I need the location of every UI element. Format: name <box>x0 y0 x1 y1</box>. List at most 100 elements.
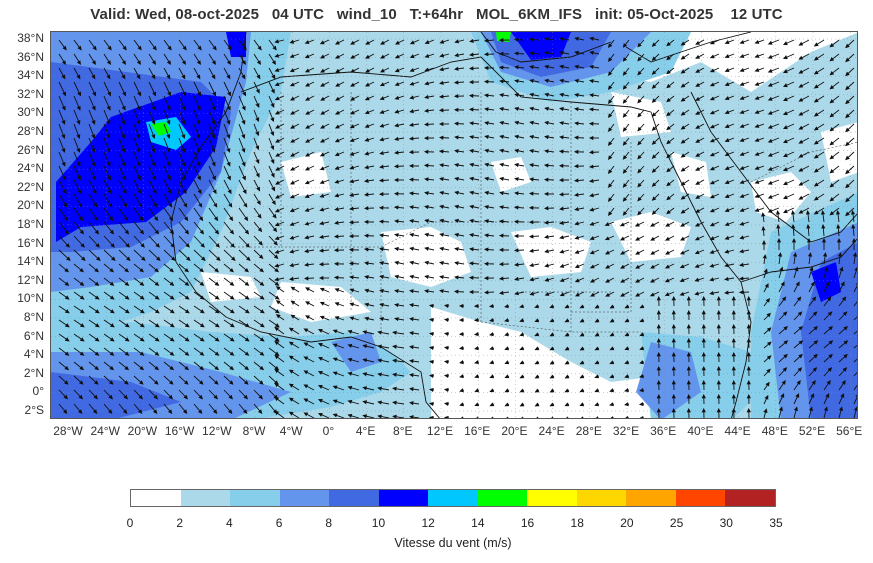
wind-vector-head <box>813 112 819 117</box>
wind-vector-head <box>243 202 248 208</box>
wind-vector-head <box>588 121 594 126</box>
wind-vector-head <box>469 38 474 44</box>
wind-vector-head <box>347 371 353 376</box>
wind-vector-head <box>379 288 384 294</box>
wind-vector-head <box>829 85 835 90</box>
wind-vector-head <box>529 78 534 83</box>
latitude-label: 10°N <box>17 291 44 306</box>
wind-vector-head <box>624 360 630 365</box>
wind-vector-head <box>666 97 671 103</box>
wind-vector-head <box>782 209 788 214</box>
wind-vector-head <box>513 248 519 253</box>
wind-vector-head <box>394 317 399 322</box>
wind-vector-head <box>483 93 489 98</box>
wind-vector-head <box>574 36 579 41</box>
wind-vector-head <box>782 97 788 102</box>
wind-vector-head <box>739 53 745 58</box>
wind-vector <box>853 316 857 321</box>
wind-vector-head <box>845 155 850 161</box>
wind-vector-head <box>214 267 219 273</box>
longitude-label: 24°W <box>90 424 120 438</box>
wind-vector-head <box>106 134 111 139</box>
wind-vector-head <box>363 192 369 197</box>
wind-vector-head <box>795 393 800 398</box>
longitude-label: 32°E <box>612 424 640 438</box>
wind-vector-head <box>610 416 614 418</box>
wind-vector-head <box>424 232 429 237</box>
wind-vector-head <box>64 281 70 286</box>
wind-vector-head <box>107 189 112 195</box>
wind-vector-head <box>439 163 444 168</box>
colorbar-segment <box>329 490 379 506</box>
wind-vector-head <box>622 85 628 90</box>
wind-vector-head <box>484 204 489 210</box>
wind-vector-head <box>288 355 294 360</box>
wind-vector-head <box>829 43 835 48</box>
colorbar-tick-label: 20 <box>620 516 634 530</box>
wind-vector-head <box>91 74 96 80</box>
latitude-label: 24°N <box>17 161 44 176</box>
wind-vector-head <box>139 309 145 314</box>
wind-vector-head <box>453 107 459 113</box>
wind-vector-head <box>230 256 236 262</box>
wind-vector-head <box>782 167 788 172</box>
wind-vector-head <box>559 263 565 268</box>
wind-vector-head <box>290 152 295 157</box>
wind-vector <box>74 417 75 418</box>
wind-vector-head <box>91 120 96 125</box>
wind-vector-head <box>320 96 326 101</box>
wind-vector-head <box>680 153 686 158</box>
wind-vector-head <box>152 189 157 195</box>
wind-vector-head <box>255 131 260 137</box>
wind-vector-head <box>798 340 804 345</box>
wind-vector-head <box>64 229 70 235</box>
wind-vector-head <box>765 297 771 303</box>
wind-vector-head <box>454 176 459 181</box>
colorbar-label: Vitesse du vent (m/s) <box>394 536 512 550</box>
wind-vector-head <box>622 211 628 216</box>
wind-vector-head <box>763 268 768 274</box>
wind-vector-head <box>152 45 157 51</box>
wind-vector-head <box>454 53 459 58</box>
wind-vector-head <box>106 120 111 125</box>
wind-vector-head <box>812 311 818 316</box>
wind-vector-head <box>829 71 835 76</box>
wind-vector-head <box>185 256 191 262</box>
wind-vector <box>134 417 135 418</box>
wind-vector-head <box>137 409 143 414</box>
wind-vector-head <box>624 402 629 407</box>
wind-vector-head <box>686 295 691 301</box>
wind-vector-head <box>228 202 233 208</box>
wind-vector-head <box>484 219 489 224</box>
wind-vector-head <box>754 165 760 170</box>
wind-vector-head <box>794 266 799 272</box>
wind-vector-head <box>746 295 751 301</box>
wind-vector-head <box>666 153 671 159</box>
wind-vector-head <box>333 261 339 267</box>
wind-vector-head <box>739 39 745 44</box>
colorbar-tick-label: 0 <box>126 516 134 530</box>
wind-vector-head <box>244 229 250 235</box>
wind-vector-head <box>754 123 760 128</box>
wind-vector-head <box>364 137 370 142</box>
wind-vector-head <box>588 107 594 112</box>
wind-vector-head <box>666 83 671 89</box>
wind-vector-head <box>483 261 489 266</box>
wind-vector-head <box>651 182 657 187</box>
wind-vector-head <box>214 323 220 328</box>
wind-vector-head <box>840 393 845 398</box>
wind-vector-head <box>845 197 850 203</box>
wind-vector-head <box>226 148 231 153</box>
wind-vector-head <box>716 393 721 399</box>
wind-vector-head <box>274 263 280 268</box>
wind-vector-head <box>271 60 276 65</box>
wind-vector-head <box>136 148 141 153</box>
wind-vector-head <box>136 134 141 139</box>
wind-vector-head <box>213 380 219 385</box>
wind-vector-head <box>138 394 144 400</box>
wind-vector-head <box>828 326 833 331</box>
wind-vector-head <box>739 221 745 226</box>
wind-vector-head <box>76 105 81 111</box>
wind-vector-head <box>409 246 414 251</box>
wind-vector-head <box>624 374 630 379</box>
